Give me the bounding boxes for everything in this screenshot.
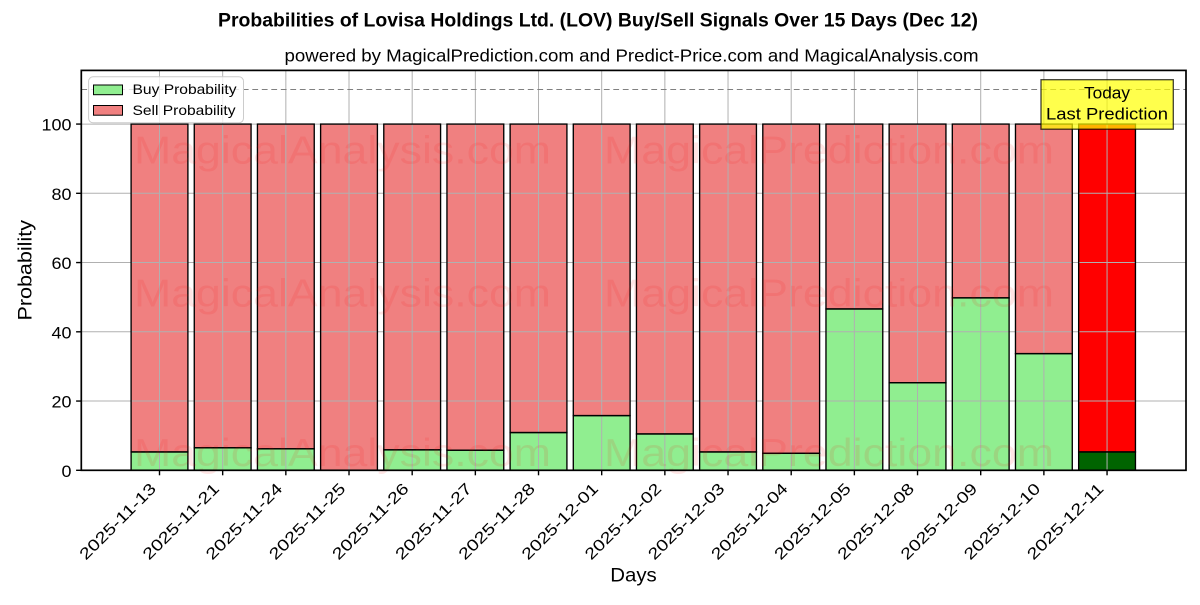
- svg-text:0: 0: [62, 462, 72, 481]
- svg-text:MagicalAnalysis.com: MagicalAnalysis.com: [134, 130, 551, 173]
- svg-text:Last Prediction: Last Prediction: [1046, 105, 1168, 124]
- svg-text:Today: Today: [1084, 84, 1131, 103]
- svg-text:MagicalPrediction.com: MagicalPrediction.com: [604, 273, 1054, 316]
- svg-text:60: 60: [52, 254, 72, 273]
- svg-text:powered by MagicalPrediction.c: powered by MagicalPrediction.com and Pre…: [285, 45, 979, 65]
- svg-text:Days: Days: [610, 564, 657, 586]
- svg-text:100: 100: [42, 116, 72, 135]
- svg-text:MagicalAnalysis.com: MagicalAnalysis.com: [134, 432, 551, 475]
- svg-text:20: 20: [52, 393, 72, 412]
- svg-text:40: 40: [52, 323, 72, 342]
- svg-text:80: 80: [52, 185, 72, 204]
- svg-text:MagicalAnalysis.com: MagicalAnalysis.com: [134, 273, 551, 316]
- svg-text:Buy Probability: Buy Probability: [133, 81, 237, 97]
- svg-text:MagicalPrediction.com: MagicalPrediction.com: [604, 130, 1054, 173]
- svg-text:Probabilities of Lovisa Holdin: Probabilities of Lovisa Holdings Ltd. (L…: [218, 10, 978, 32]
- svg-text:Sell Probability: Sell Probability: [133, 102, 236, 118]
- svg-text:MagicalPrediction.com: MagicalPrediction.com: [604, 432, 1054, 475]
- svg-text:Probability: Probability: [15, 220, 37, 321]
